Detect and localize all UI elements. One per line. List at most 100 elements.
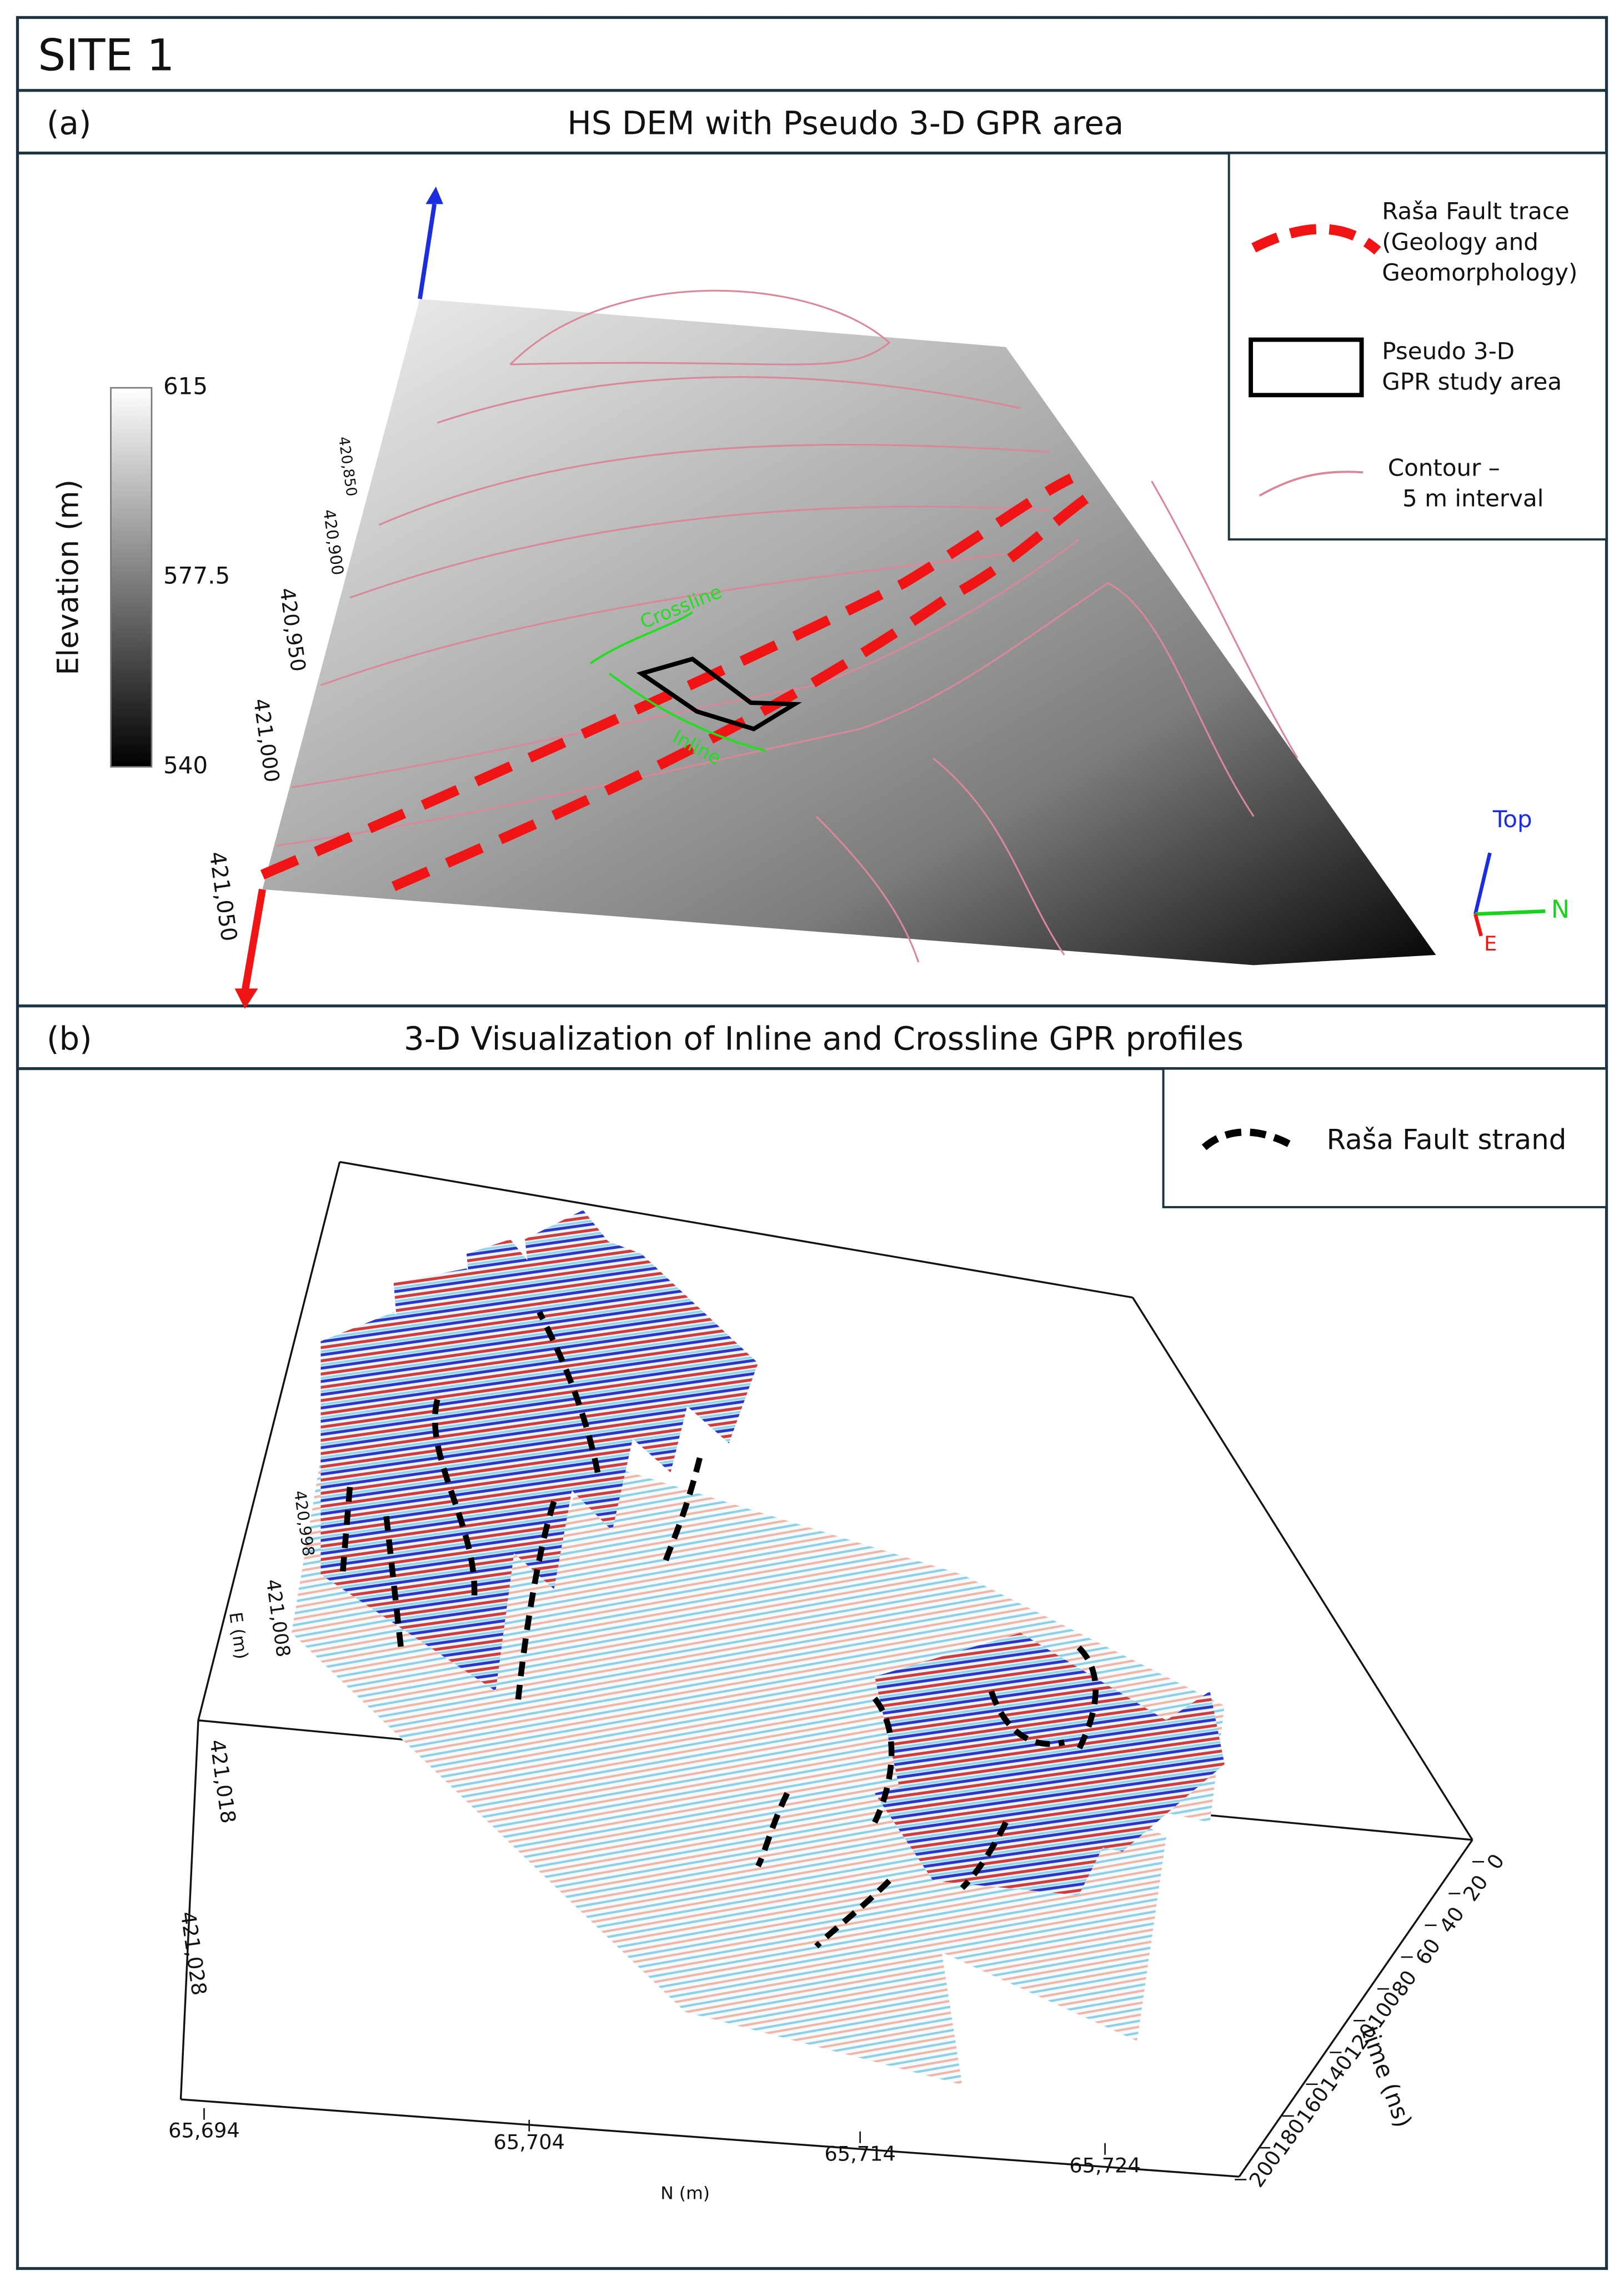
gpr-profile: [320, 1312, 525, 1692]
fault-strand: [537, 1310, 601, 1473]
contour: [815, 816, 920, 963]
contour: [277, 582, 1255, 847]
contour: [509, 289, 891, 366]
crossline-arrow: [589, 611, 693, 664]
legend-label: Raša Fault trace: [1382, 198, 1569, 225]
fault-strand: [755, 1792, 790, 1868]
gpr-study-area: [636, 656, 802, 732]
e-tick-label: 421,028: [176, 1910, 212, 1997]
box-edge: [1132, 1297, 1473, 1840]
axis-east: [241, 888, 266, 992]
e-tick-label: 420,900: [319, 508, 347, 577]
n-tick-label: 65,724: [1069, 2153, 1141, 2177]
legend-label: 5 m interval: [1402, 485, 1543, 512]
legend-contour-symbol: [1259, 471, 1364, 497]
colorbar-tick-label: 577.5: [163, 562, 230, 589]
time-tick-label: 20: [1458, 1870, 1493, 1905]
gpr-profile: [874, 1764, 1108, 1895]
legend-label: GPR study area: [1382, 368, 1562, 396]
fault-strand: [872, 1697, 895, 1824]
box-edge: [179, 1720, 199, 2100]
contour: [1151, 481, 1299, 759]
legend-label: (Geology and: [1382, 228, 1538, 256]
panel-label: (a): [47, 104, 91, 142]
legend-label: Pseudo 3-D: [1382, 338, 1515, 365]
triad-n: [1475, 909, 1546, 916]
axis-arrowhead: [234, 988, 258, 1009]
e-tick-label: 420,850: [335, 436, 360, 498]
triad-e: [1473, 913, 1483, 937]
box-edge: [181, 2098, 1240, 2178]
panel-label: (b): [47, 1019, 92, 1057]
fault-strand: [814, 1878, 891, 1949]
triad-top-label: Top: [1492, 806, 1532, 833]
legend-label: Contour –: [1388, 454, 1500, 482]
fault-strands: [339, 1310, 1099, 1949]
gpr-profile: [393, 1268, 583, 1589]
e-tick-label: 421,050: [204, 850, 242, 943]
contour: [291, 538, 1080, 788]
n-axis-label: N (m): [660, 2184, 710, 2204]
contour: [378, 443, 1050, 526]
n-tick-label: 65,714: [824, 2142, 896, 2165]
legend-box: [1227, 152, 1608, 541]
fault-trace: [392, 494, 1089, 892]
panel-title: HS DEM with Pseudo 3-D GPR area: [567, 104, 1124, 142]
box-edge: [1238, 1839, 1473, 2178]
e-tick-label: 420,950: [275, 586, 310, 673]
triad-top: [1473, 852, 1492, 915]
n-tick-label: 65,694: [168, 2118, 240, 2142]
gpr-profile: [466, 1239, 641, 1531]
fault-strand: [988, 1690, 1065, 1747]
legend-box: [1162, 1067, 1608, 1208]
colorbar-ticks: 615 577.5 540: [163, 373, 230, 779]
panel-title: 3-D Visualization of Inline and Crosslin…: [404, 1019, 1244, 1057]
fault-strand: [514, 1500, 557, 1707]
fault-strand: [660, 1457, 703, 1568]
fault-traces: [260, 473, 1089, 892]
colorbar-tick-label: 540: [163, 752, 208, 779]
e-tick-label: 421,018: [205, 1738, 240, 1824]
contour: [932, 757, 1065, 956]
dem-surface: [262, 298, 1436, 966]
fault-strand: [960, 1821, 1009, 1890]
time-tick-label: 40: [1435, 1902, 1469, 1937]
time-tick-label: 0: [1482, 1849, 1510, 1874]
time-tick-label: 60: [1411, 1934, 1445, 1969]
axis-arrowhead: [425, 186, 443, 204]
axis-up: [418, 203, 437, 299]
fault-strand: [1076, 1645, 1099, 1751]
legend-label: Geomorphology): [1382, 259, 1577, 286]
contour: [320, 553, 1006, 686]
colorbar-tick-label: 615: [163, 373, 208, 400]
gpr-profile: [524, 1210, 700, 1473]
legend-texts: Raša Fault trace (Geology and Geomorpholog…: [1382, 198, 1577, 512]
fault-strand: [339, 1487, 353, 1575]
box-edge: [197, 1162, 341, 1721]
gpr-profile: [583, 1232, 758, 1444]
figure-title: SITE 1: [38, 29, 174, 81]
fault-strand: [432, 1399, 478, 1604]
gpr-profiles: [291, 1210, 1225, 2085]
legend-strand-symbol: [1201, 1128, 1292, 1150]
colorbar: [110, 387, 153, 768]
triad-e-label: E: [1484, 932, 1497, 956]
time-axis-label: time (ns): [1356, 2023, 1417, 2131]
contour: [349, 506, 1050, 599]
legend-fault-symbol: [1251, 224, 1381, 255]
legend-area-symbol: [1249, 337, 1364, 398]
e-tick-label: 421,000: [249, 697, 284, 784]
inline-arrow: [608, 672, 766, 752]
triad-n-label: N: [1551, 895, 1570, 924]
contours: [277, 289, 1299, 963]
legend-strand-label: Raša Fault strand: [1327, 1123, 1567, 1155]
e-tick-label: 421,008: [262, 1578, 294, 1658]
fault-trace: [260, 473, 1074, 880]
e-axis-label: E (m): [225, 1611, 252, 1660]
colorbar-title: Elevation (m): [52, 479, 86, 676]
n-tick-label: 65,704: [494, 2130, 565, 2154]
contour: [437, 376, 1021, 424]
